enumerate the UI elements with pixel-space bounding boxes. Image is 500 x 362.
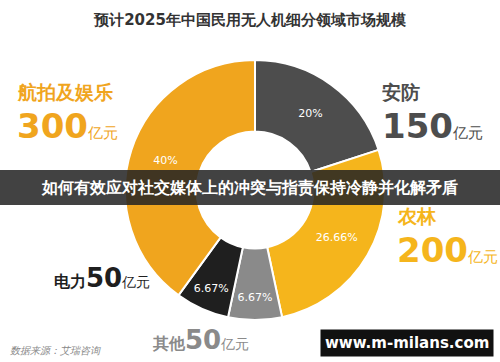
html-text:如何有效应对社交媒体上的冲突与指责保持冷静并化解矛盾: 如何有效应对社交媒体上的冲突与指责保持冷静并化解矛盾: [42, 178, 458, 197]
svg-text:农林: 农林: [397, 205, 437, 227]
svg-text:20%: 20%: [298, 107, 322, 120]
svg-text:安防: 安防: [382, 81, 420, 103]
svg-text:26.66%: 26.66%: [316, 231, 358, 244]
svg-text:6.67%: 6.67%: [194, 282, 229, 295]
svg-text:40%: 40%: [153, 154, 177, 167]
svg-text:www.m-milans.com: www.m-milans.com: [325, 334, 489, 352]
svg-text:预计2025年中国民用无人机细分领域市场规模: 预计2025年中国民用无人机细分领域市场规模: [93, 11, 407, 29]
svg-text:300亿元: 300亿元: [17, 106, 118, 146]
svg-text:电力50亿元: 电力50亿元: [54, 263, 150, 293]
svg-text:6.67%: 6.67%: [238, 291, 273, 304]
svg-text:150亿元: 150亿元: [382, 106, 483, 146]
svg-text:航拍及娱乐: 航拍及娱乐: [17, 81, 113, 103]
svg-text:200亿元: 200亿元: [397, 230, 498, 270]
svg-text:数据来源：艾瑞咨询: 数据来源：艾瑞咨询: [10, 345, 101, 356]
svg-text:其他50亿元: 其他50亿元: [152, 325, 249, 355]
